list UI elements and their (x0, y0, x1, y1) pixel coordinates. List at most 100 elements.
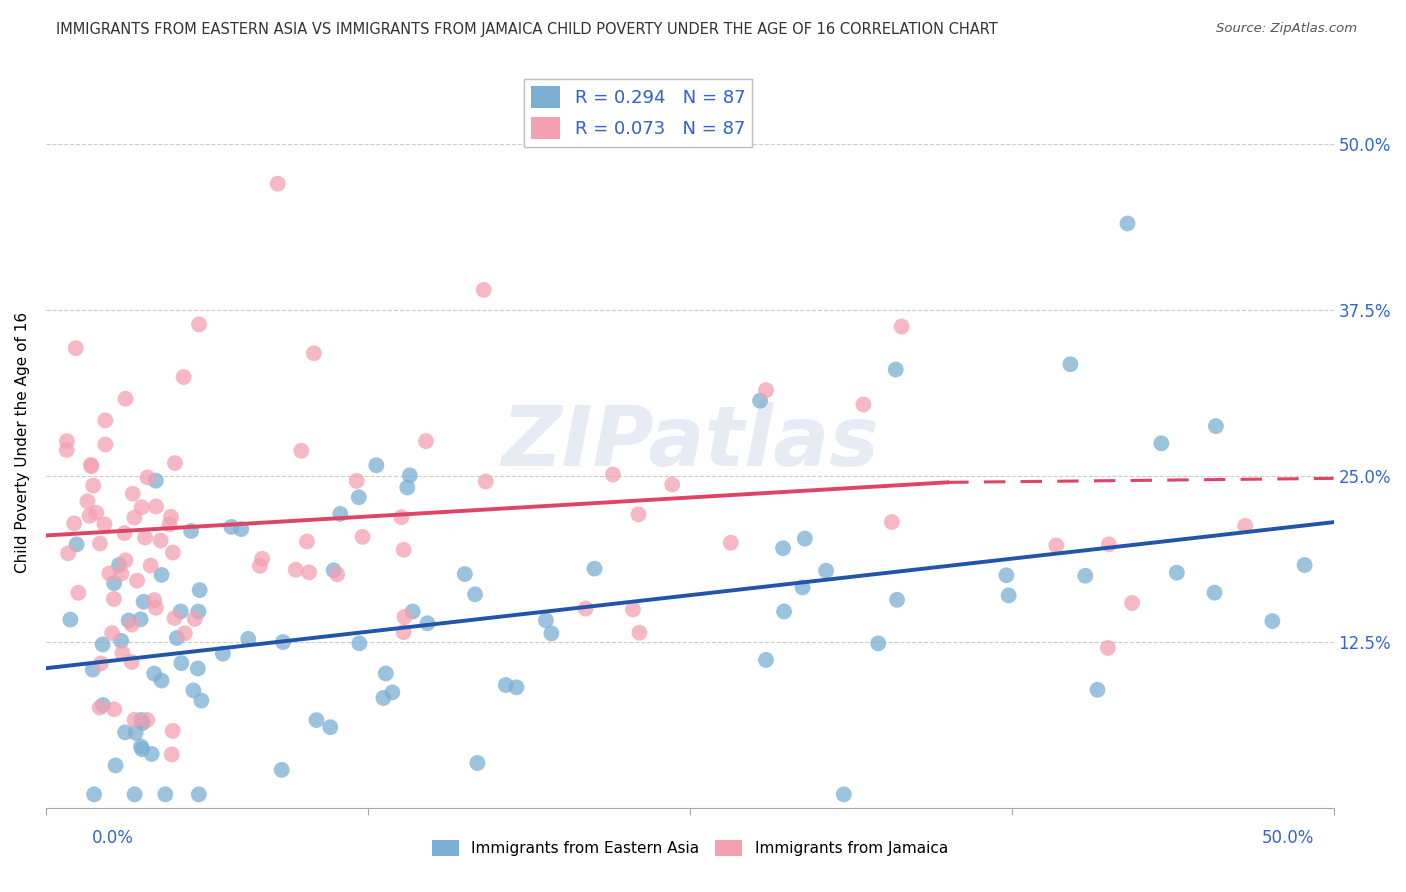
Text: 50.0%: 50.0% (1263, 829, 1315, 847)
Point (1205, 419, 1227, 434)
Point (155, 788, 177, 802)
Point (1166, 566, 1188, 580)
Point (720, 535, 742, 549)
Point (472, 283, 495, 297)
Point (143, 593, 166, 607)
Point (131, 716, 153, 731)
Point (104, 758, 127, 772)
Text: ZIPatlas: ZIPatlas (501, 402, 879, 483)
Point (755, 383, 778, 397)
Point (129, 612, 152, 626)
Point (131, 742, 153, 756)
Point (773, 605, 796, 619)
Point (221, 520, 243, 534)
Point (124, 510, 146, 524)
Point (125, 726, 148, 740)
Text: Source: ZipAtlas.com: Source: ZipAtlas.com (1216, 22, 1357, 36)
Point (852, 397, 875, 411)
Point (1059, 357, 1081, 371)
Point (319, 720, 342, 734)
Point (114, 392, 136, 406)
Point (94, 413, 117, 427)
Point (1150, 436, 1173, 450)
Point (793, 532, 815, 546)
Point (366, 458, 388, 473)
Point (162, 723, 184, 738)
Point (394, 610, 416, 624)
Point (454, 567, 477, 582)
Point (170, 656, 193, 670)
Point (56, 434, 79, 449)
Point (295, 534, 318, 549)
Point (401, 605, 423, 619)
Point (352, 530, 374, 544)
Point (56, 546, 79, 560)
Point (180, 524, 202, 538)
Point (326, 567, 349, 582)
Point (108, 558, 131, 572)
Point (832, 788, 855, 802)
Point (1116, 217, 1139, 231)
Point (347, 490, 370, 504)
Point (1294, 558, 1316, 572)
Point (79, 508, 101, 523)
Point (298, 566, 321, 580)
Point (302, 346, 325, 360)
Point (381, 685, 404, 699)
Point (114, 725, 136, 739)
Point (162, 545, 184, 559)
Text: IMMIGRANTS FROM EASTERN ASIA VS IMMIGRANTS FROM JAMAICA CHILD POVERTY UNDER THE : IMMIGRANTS FROM EASTERN ASIA VS IMMIGRAN… (56, 22, 998, 37)
Point (124, 788, 146, 802)
Point (139, 558, 162, 573)
Point (995, 568, 1018, 582)
Point (183, 683, 205, 698)
Point (755, 653, 778, 667)
Point (93, 517, 115, 532)
Point (98, 566, 121, 581)
Point (91, 698, 114, 712)
Point (129, 713, 152, 727)
Point (89, 536, 111, 550)
Point (188, 583, 211, 598)
Point (114, 526, 136, 541)
Point (90, 657, 112, 671)
Point (661, 477, 683, 491)
Point (1045, 538, 1067, 552)
Point (749, 393, 772, 408)
Point (270, 763, 292, 777)
Point (602, 467, 624, 482)
Point (392, 625, 415, 640)
Point (111, 646, 134, 660)
Point (101, 626, 124, 640)
Point (583, 561, 606, 575)
Point (1087, 682, 1109, 697)
Point (124, 713, 146, 727)
Point (290, 443, 312, 458)
Point (76, 494, 98, 508)
Y-axis label: Child Poverty Under the Age of 16: Child Poverty Under the Age of 16 (15, 312, 30, 573)
Point (1204, 585, 1226, 599)
Point (80, 459, 103, 474)
Point (173, 626, 195, 640)
Point (1121, 596, 1143, 610)
Point (322, 563, 344, 577)
Point (145, 500, 167, 514)
Point (166, 631, 188, 645)
Point (173, 370, 195, 384)
Point (392, 542, 415, 557)
Point (170, 605, 193, 619)
Point (160, 509, 183, 524)
Point (627, 508, 650, 522)
Point (129, 739, 152, 754)
Text: 0.0%: 0.0% (91, 829, 134, 847)
Point (792, 581, 814, 595)
Point (103, 576, 125, 591)
Point (391, 510, 413, 524)
Point (212, 647, 235, 661)
Point (157, 517, 180, 532)
Point (540, 626, 562, 640)
Point (136, 470, 159, 484)
Point (621, 602, 644, 616)
Point (143, 666, 166, 681)
Point (890, 319, 912, 334)
